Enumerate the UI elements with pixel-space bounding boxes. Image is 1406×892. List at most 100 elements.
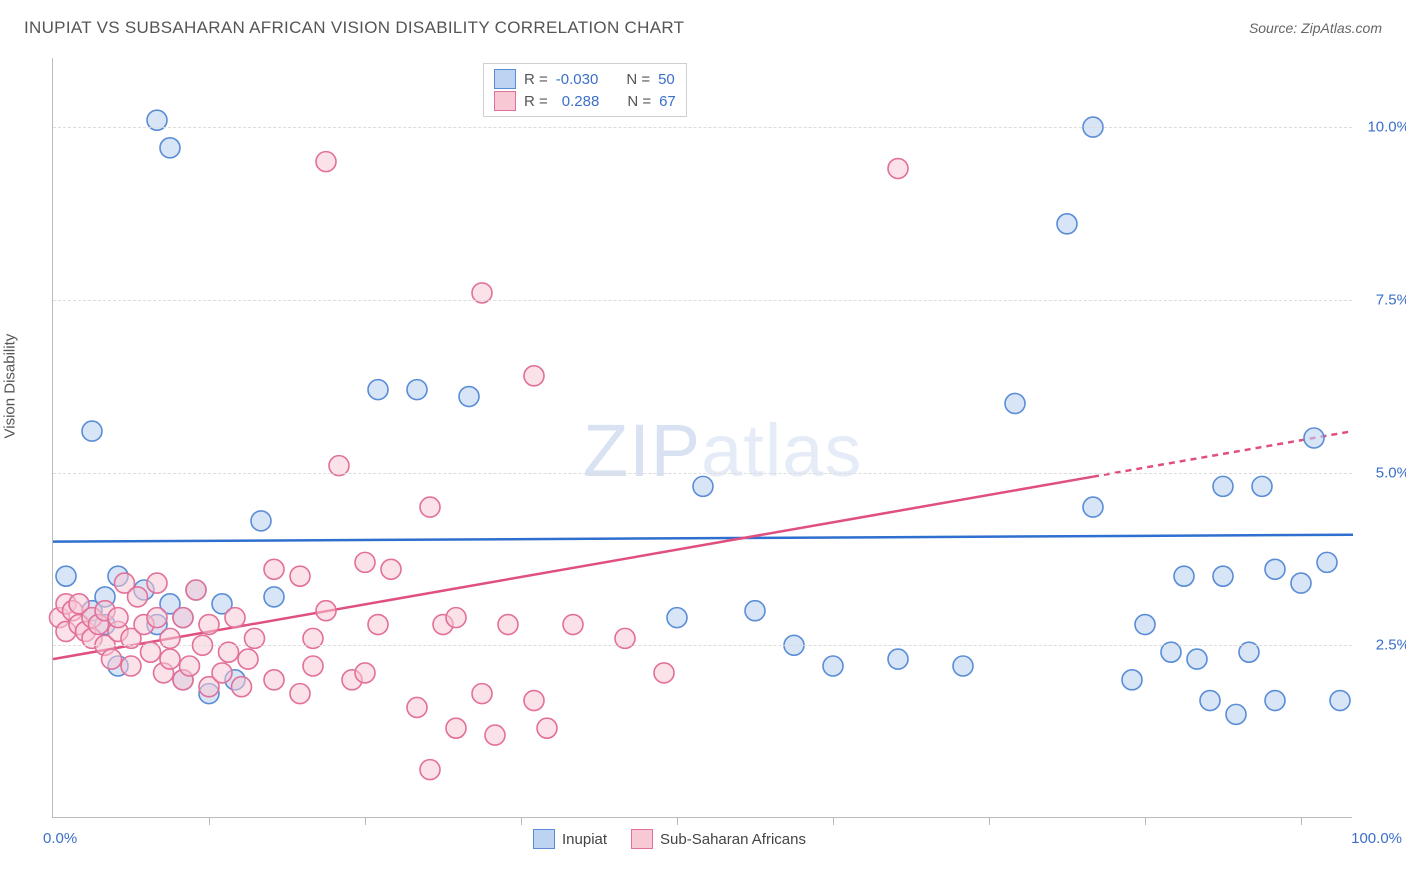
data-point [1304, 428, 1324, 448]
data-point [1213, 476, 1233, 496]
y-tick-label: 7.5% [1376, 291, 1406, 308]
data-point [128, 587, 148, 607]
data-point [693, 476, 713, 496]
data-point [888, 649, 908, 669]
data-point [1057, 214, 1077, 234]
data-point [537, 718, 557, 738]
y-tick-label: 5.0% [1376, 464, 1406, 481]
stat-label-r: R = [524, 93, 548, 110]
data-point [524, 691, 544, 711]
data-point [316, 152, 336, 172]
stat-value-r: 0.288 [556, 93, 600, 110]
data-point [953, 656, 973, 676]
x-tick [1301, 817, 1302, 825]
data-point [1174, 566, 1194, 586]
data-point [1213, 566, 1233, 586]
data-point [446, 608, 466, 628]
data-point [563, 615, 583, 635]
data-point [1226, 704, 1246, 724]
data-point [1187, 649, 1207, 669]
y-axis-label: Vision Disability [2, 334, 19, 439]
stat-label-n: N = [626, 71, 650, 88]
data-point [264, 559, 284, 579]
data-point [355, 552, 375, 572]
data-point [264, 670, 284, 690]
stat-value-n: 50 [658, 71, 675, 88]
swatch-icon [631, 829, 653, 849]
data-point [1265, 691, 1285, 711]
data-point [147, 608, 167, 628]
data-point [82, 421, 102, 441]
data-point [355, 663, 375, 683]
data-point [290, 684, 310, 704]
data-point [368, 380, 388, 400]
gridline [53, 473, 1352, 474]
data-point [407, 380, 427, 400]
swatch-icon [533, 829, 555, 849]
source-attribution: Source: ZipAtlas.com [1249, 20, 1382, 36]
x-tick [677, 817, 678, 825]
data-point [368, 615, 388, 635]
gridline [53, 645, 1352, 646]
data-point [173, 608, 193, 628]
data-point [1291, 573, 1311, 593]
x-tick [833, 817, 834, 825]
scatter-plot-svg [53, 58, 1352, 817]
data-point [160, 138, 180, 158]
data-point [264, 587, 284, 607]
data-point [212, 663, 232, 683]
data-point [1005, 393, 1025, 413]
x-tick [1145, 817, 1146, 825]
data-point [102, 649, 122, 669]
data-point [1200, 691, 1220, 711]
correlation-legend: R = -0.030 N = 50 R = 0.288 N = 67 [483, 63, 687, 117]
x-tick [989, 817, 990, 825]
data-point [160, 649, 180, 669]
data-point [1330, 691, 1350, 711]
data-point [888, 159, 908, 179]
data-point [1135, 615, 1155, 635]
data-point [459, 387, 479, 407]
y-tick-label: 2.5% [1376, 637, 1406, 654]
data-point [485, 725, 505, 745]
x-tick [209, 817, 210, 825]
legend-row-series-1: R = 0.288 N = 67 [494, 90, 676, 112]
data-point [303, 656, 323, 676]
y-tick-label: 10.0% [1367, 119, 1406, 136]
swatch-icon [494, 69, 516, 89]
data-point [199, 615, 219, 635]
data-point [108, 608, 128, 628]
data-point [186, 580, 206, 600]
gridline [53, 127, 1352, 128]
x-tick [521, 817, 522, 825]
swatch-icon [494, 91, 516, 111]
x-axis-min-label: 0.0% [43, 830, 77, 847]
data-point [316, 601, 336, 621]
chart-title: INUPIAT VS SUBSAHARAN AFRICAN VISION DIS… [24, 18, 684, 38]
stat-label-r: R = [524, 71, 548, 88]
data-point [232, 677, 252, 697]
data-point [381, 559, 401, 579]
x-tick [365, 817, 366, 825]
data-point [1122, 670, 1142, 690]
gridline [53, 300, 1352, 301]
data-point [238, 649, 258, 669]
data-point [498, 615, 518, 635]
stat-value-n: 67 [659, 93, 676, 110]
data-point [472, 684, 492, 704]
trend-line [53, 535, 1353, 542]
legend-label: Inupiat [562, 831, 607, 848]
data-point [180, 656, 200, 676]
stat-value-r: -0.030 [556, 71, 599, 88]
data-point [1317, 552, 1337, 572]
data-point [225, 608, 245, 628]
data-point [1083, 497, 1103, 517]
data-point [290, 566, 310, 586]
series-legend: Inupiat Sub-Saharan Africans [533, 829, 806, 849]
data-point [446, 718, 466, 738]
x-axis-max-label: 100.0% [1351, 830, 1402, 847]
legend-item-1: Sub-Saharan Africans [631, 829, 806, 849]
legend-label: Sub-Saharan Africans [660, 831, 806, 848]
data-point [524, 366, 544, 386]
data-point [147, 573, 167, 593]
